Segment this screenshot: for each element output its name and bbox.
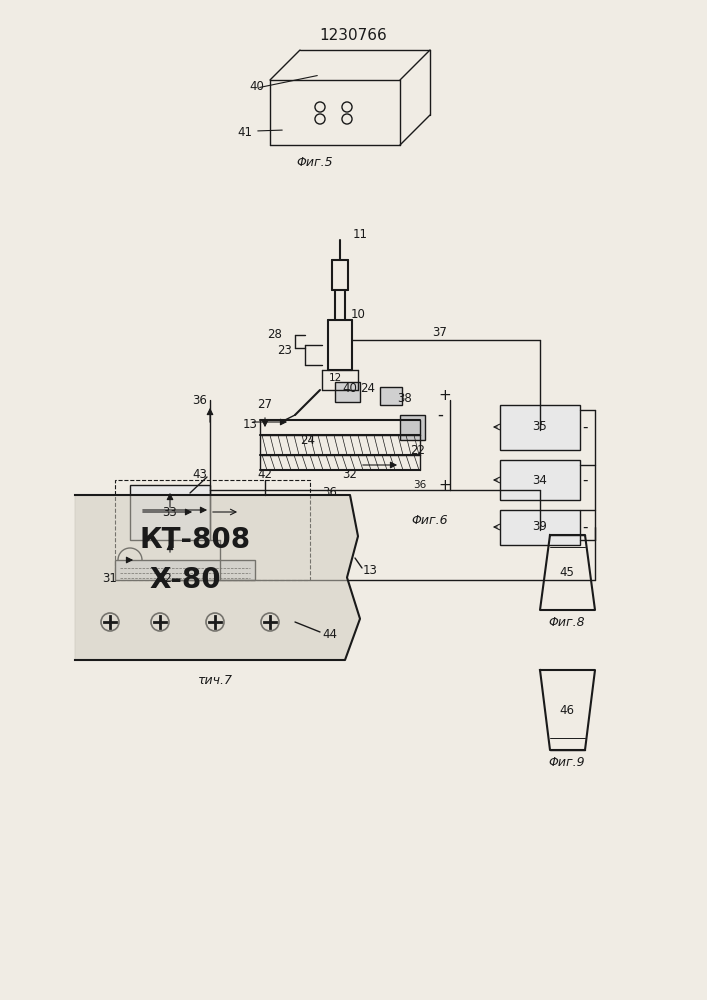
Text: 42: 42 <box>257 468 272 482</box>
Text: 45: 45 <box>559 566 574 580</box>
Text: 39: 39 <box>532 520 547 534</box>
Text: 33: 33 <box>163 506 177 518</box>
Text: 28: 28 <box>267 328 282 342</box>
Text: 1230766: 1230766 <box>319 27 387 42</box>
Text: Φиг.6: Φиг.6 <box>411 514 448 526</box>
Text: 32: 32 <box>158 572 173 584</box>
Text: -: - <box>583 520 588 534</box>
Text: 13: 13 <box>363 564 378 576</box>
Text: -: - <box>583 473 588 488</box>
Text: 44: 44 <box>322 629 337 642</box>
Text: 13: 13 <box>243 418 257 432</box>
Text: 36: 36 <box>414 480 426 490</box>
Bar <box>130 485 210 540</box>
Text: -: - <box>583 420 588 434</box>
Text: +: + <box>438 387 451 402</box>
Text: 40: 40 <box>343 381 358 394</box>
Text: Φиг.5: Φиг.5 <box>297 155 333 168</box>
Text: 27: 27 <box>257 398 272 412</box>
Text: 24: 24 <box>361 381 375 394</box>
Text: 24: 24 <box>300 434 315 446</box>
Text: 12: 12 <box>328 373 341 383</box>
Text: 35: 35 <box>532 420 547 434</box>
Polygon shape <box>75 495 360 660</box>
Text: 11: 11 <box>353 229 368 241</box>
Text: -: - <box>437 406 443 424</box>
Bar <box>400 415 425 440</box>
Text: 41: 41 <box>238 125 252 138</box>
Bar <box>335 382 360 402</box>
Bar <box>500 510 580 545</box>
Text: 38: 38 <box>397 391 412 404</box>
Text: 34: 34 <box>532 474 547 487</box>
Bar <box>115 480 310 580</box>
Text: 10: 10 <box>351 308 366 322</box>
Text: 36: 36 <box>322 486 337 498</box>
Text: КТ-808: КТ-808 <box>139 526 250 554</box>
Text: 37: 37 <box>433 326 448 340</box>
Text: Х-80: Х-80 <box>149 566 221 594</box>
Text: Φиг.9: Φиг.9 <box>549 756 585 768</box>
Text: τич.7: τич.7 <box>197 674 233 686</box>
Text: 22: 22 <box>411 444 426 456</box>
Text: 40: 40 <box>250 81 264 94</box>
Bar <box>500 460 580 500</box>
Text: 23: 23 <box>278 344 293 357</box>
Bar <box>500 405 580 450</box>
Bar <box>380 387 402 405</box>
Text: 43: 43 <box>192 468 207 482</box>
Text: 36: 36 <box>192 393 207 406</box>
Bar <box>115 560 255 580</box>
Text: 31: 31 <box>103 572 117 584</box>
Text: +: + <box>438 478 451 492</box>
Text: Φиг.8: Φиг.8 <box>549 615 585 629</box>
Text: 46: 46 <box>559 704 575 716</box>
Text: 32: 32 <box>343 468 358 482</box>
